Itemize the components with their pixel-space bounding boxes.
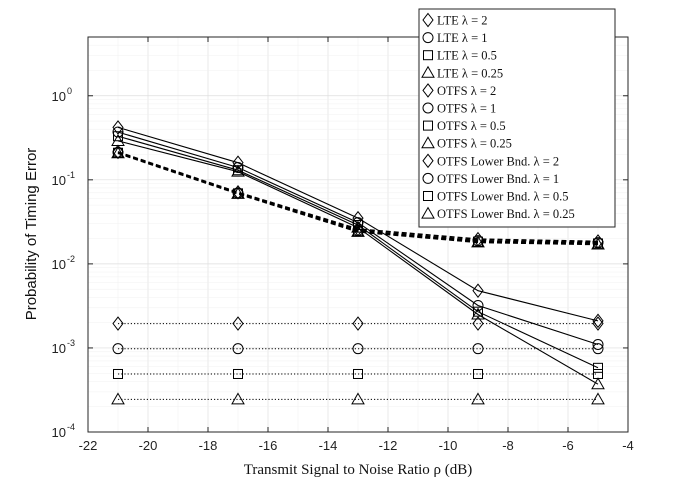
series-1-point-3 [472, 299, 484, 311]
legend-marker-9 [422, 172, 434, 184]
y-tick-label: 10 [52, 257, 66, 272]
series-7-point-4 [591, 237, 605, 250]
series-layer [111, 120, 605, 405]
series-9-point-0 [112, 343, 124, 355]
x-tick-labels: -22 -20 -18 -16 -14 -12 -10 -8 -6 -4 [79, 438, 634, 453]
legend-marker-1 [422, 32, 434, 44]
x-tick-label: -10 [439, 438, 458, 453]
legend-entry-0: LTE λ = 2 [437, 14, 488, 28]
legend-entry-1: LTE λ = 1 [437, 31, 488, 45]
y-tick-label: 10 [52, 89, 66, 104]
legend-box [418, 8, 616, 228]
x-tick-label: -4 [622, 438, 634, 453]
series-line-0 [117, 126, 599, 322]
series-9-point-2 [352, 343, 364, 355]
y-tick-label: 10 [52, 425, 66, 440]
y-tick-exponent: -3 [67, 338, 75, 348]
x-tick-label: -22 [79, 438, 98, 453]
series-0-point-3 [472, 283, 484, 298]
series-10-point-2 [353, 368, 363, 379]
legend-marker-3 [421, 65, 435, 78]
series-2-point-0 [113, 131, 123, 142]
legend-entry-7: OTFS λ = 0.25 [437, 137, 512, 151]
legend: LTE λ = 2 LTE λ = 1 LTE λ = 0.5 LTE λ = 0.2… [418, 8, 616, 228]
series-8-point-3 [472, 316, 484, 331]
x-tick-label: -12 [379, 438, 398, 453]
legend-marker-4 [422, 83, 434, 98]
legend-marker-5 [422, 102, 434, 114]
x-axis-title: Transmit Signal to Noise Ratio ρ (dB) [244, 462, 473, 478]
x-tick-label: -20 [139, 438, 158, 453]
series-10-point-0 [113, 368, 123, 379]
legend-entry-5: OTFS λ = 1 [437, 102, 496, 116]
legend-marker-8 [422, 153, 434, 169]
y-tick-exponent: -4 [67, 422, 75, 432]
legend-entry-2: LTE λ = 0.5 [437, 49, 497, 63]
series-11 [111, 392, 605, 405]
legend-marker-6 [423, 120, 433, 131]
legend-marker-0 [422, 12, 434, 28]
series-2-point-4 [593, 362, 603, 373]
legend-marker-10 [423, 191, 433, 201]
series-10-point-1 [233, 368, 243, 379]
series-11-point-0 [111, 392, 125, 405]
y-tick-exponent: 0 [67, 86, 72, 96]
series-7-point-0 [111, 146, 125, 159]
legend-marker-11 [421, 206, 435, 219]
series-11-point-3 [471, 392, 485, 405]
y-tick-exponent: -2 [67, 254, 75, 264]
series-8-point-1 [232, 316, 244, 331]
legend-entry-11: OTFS Lower Bnd. λ = 0.25 [437, 207, 575, 221]
y-axis-title: Probability of Timing Error [23, 148, 40, 321]
legend-entry-8: OTFS Lower Bnd. λ = 2 [437, 154, 559, 168]
legend-entry-4: OTFS λ = 2 [437, 84, 496, 98]
y-tick-label: 10 [52, 173, 66, 188]
series-8-point-4 [592, 316, 604, 331]
x-tick-label: -14 [319, 438, 338, 453]
y-tick-exponent: -1 [67, 170, 75, 180]
x-tick-label: -8 [502, 438, 514, 453]
x-tick-label: -6 [562, 438, 574, 453]
series-10-point-4 [593, 368, 603, 379]
series-7-point-3 [471, 235, 485, 248]
series-3-point-3 [471, 307, 485, 320]
x-tick-label: -18 [199, 438, 218, 453]
series-9-point-3 [472, 343, 484, 355]
series-8-point-0 [112, 316, 124, 331]
series-line-7 [117, 152, 599, 246]
series-0 [112, 120, 604, 329]
legend-entry-6: OTFS λ = 0.5 [437, 119, 506, 133]
legend-entry-9: OTFS Lower Bnd. λ = 1 [437, 172, 559, 186]
series-4-point-0 [112, 144, 124, 160]
series-0-point-0 [112, 120, 124, 135]
series-8 [112, 316, 604, 331]
series-7 [111, 146, 605, 250]
series-11-point-1 [231, 392, 245, 405]
series-0-point-4 [592, 313, 604, 329]
series-9-point-1 [232, 343, 244, 355]
legend-marker-7 [421, 136, 435, 149]
series-3-point-1 [231, 164, 245, 177]
x-tick-label: -16 [259, 438, 278, 453]
series-11-point-4 [591, 392, 605, 405]
series-9-point-4 [592, 343, 604, 355]
series-7-point-2 [351, 224, 365, 237]
series-7-point-1 [231, 186, 245, 199]
series-10-point-3 [473, 368, 483, 379]
series-8-point-2 [352, 316, 364, 331]
series-0-point-1 [232, 155, 244, 170]
legend-marker-2 [423, 50, 433, 61]
y-tick-label: 10 [52, 341, 66, 356]
legend-entry-3: LTE λ = 0.25 [437, 66, 503, 80]
legend-entry-10: OTFS Lower Bnd. λ = 0.5 [437, 190, 569, 204]
series-11-point-2 [351, 392, 365, 405]
series-1-point-4 [592, 338, 604, 350]
plot-frame [87, 36, 629, 433]
series-3-point-4 [591, 377, 605, 390]
series-10 [113, 368, 603, 379]
series-9 [112, 343, 604, 355]
series-line-3 [117, 140, 599, 385]
